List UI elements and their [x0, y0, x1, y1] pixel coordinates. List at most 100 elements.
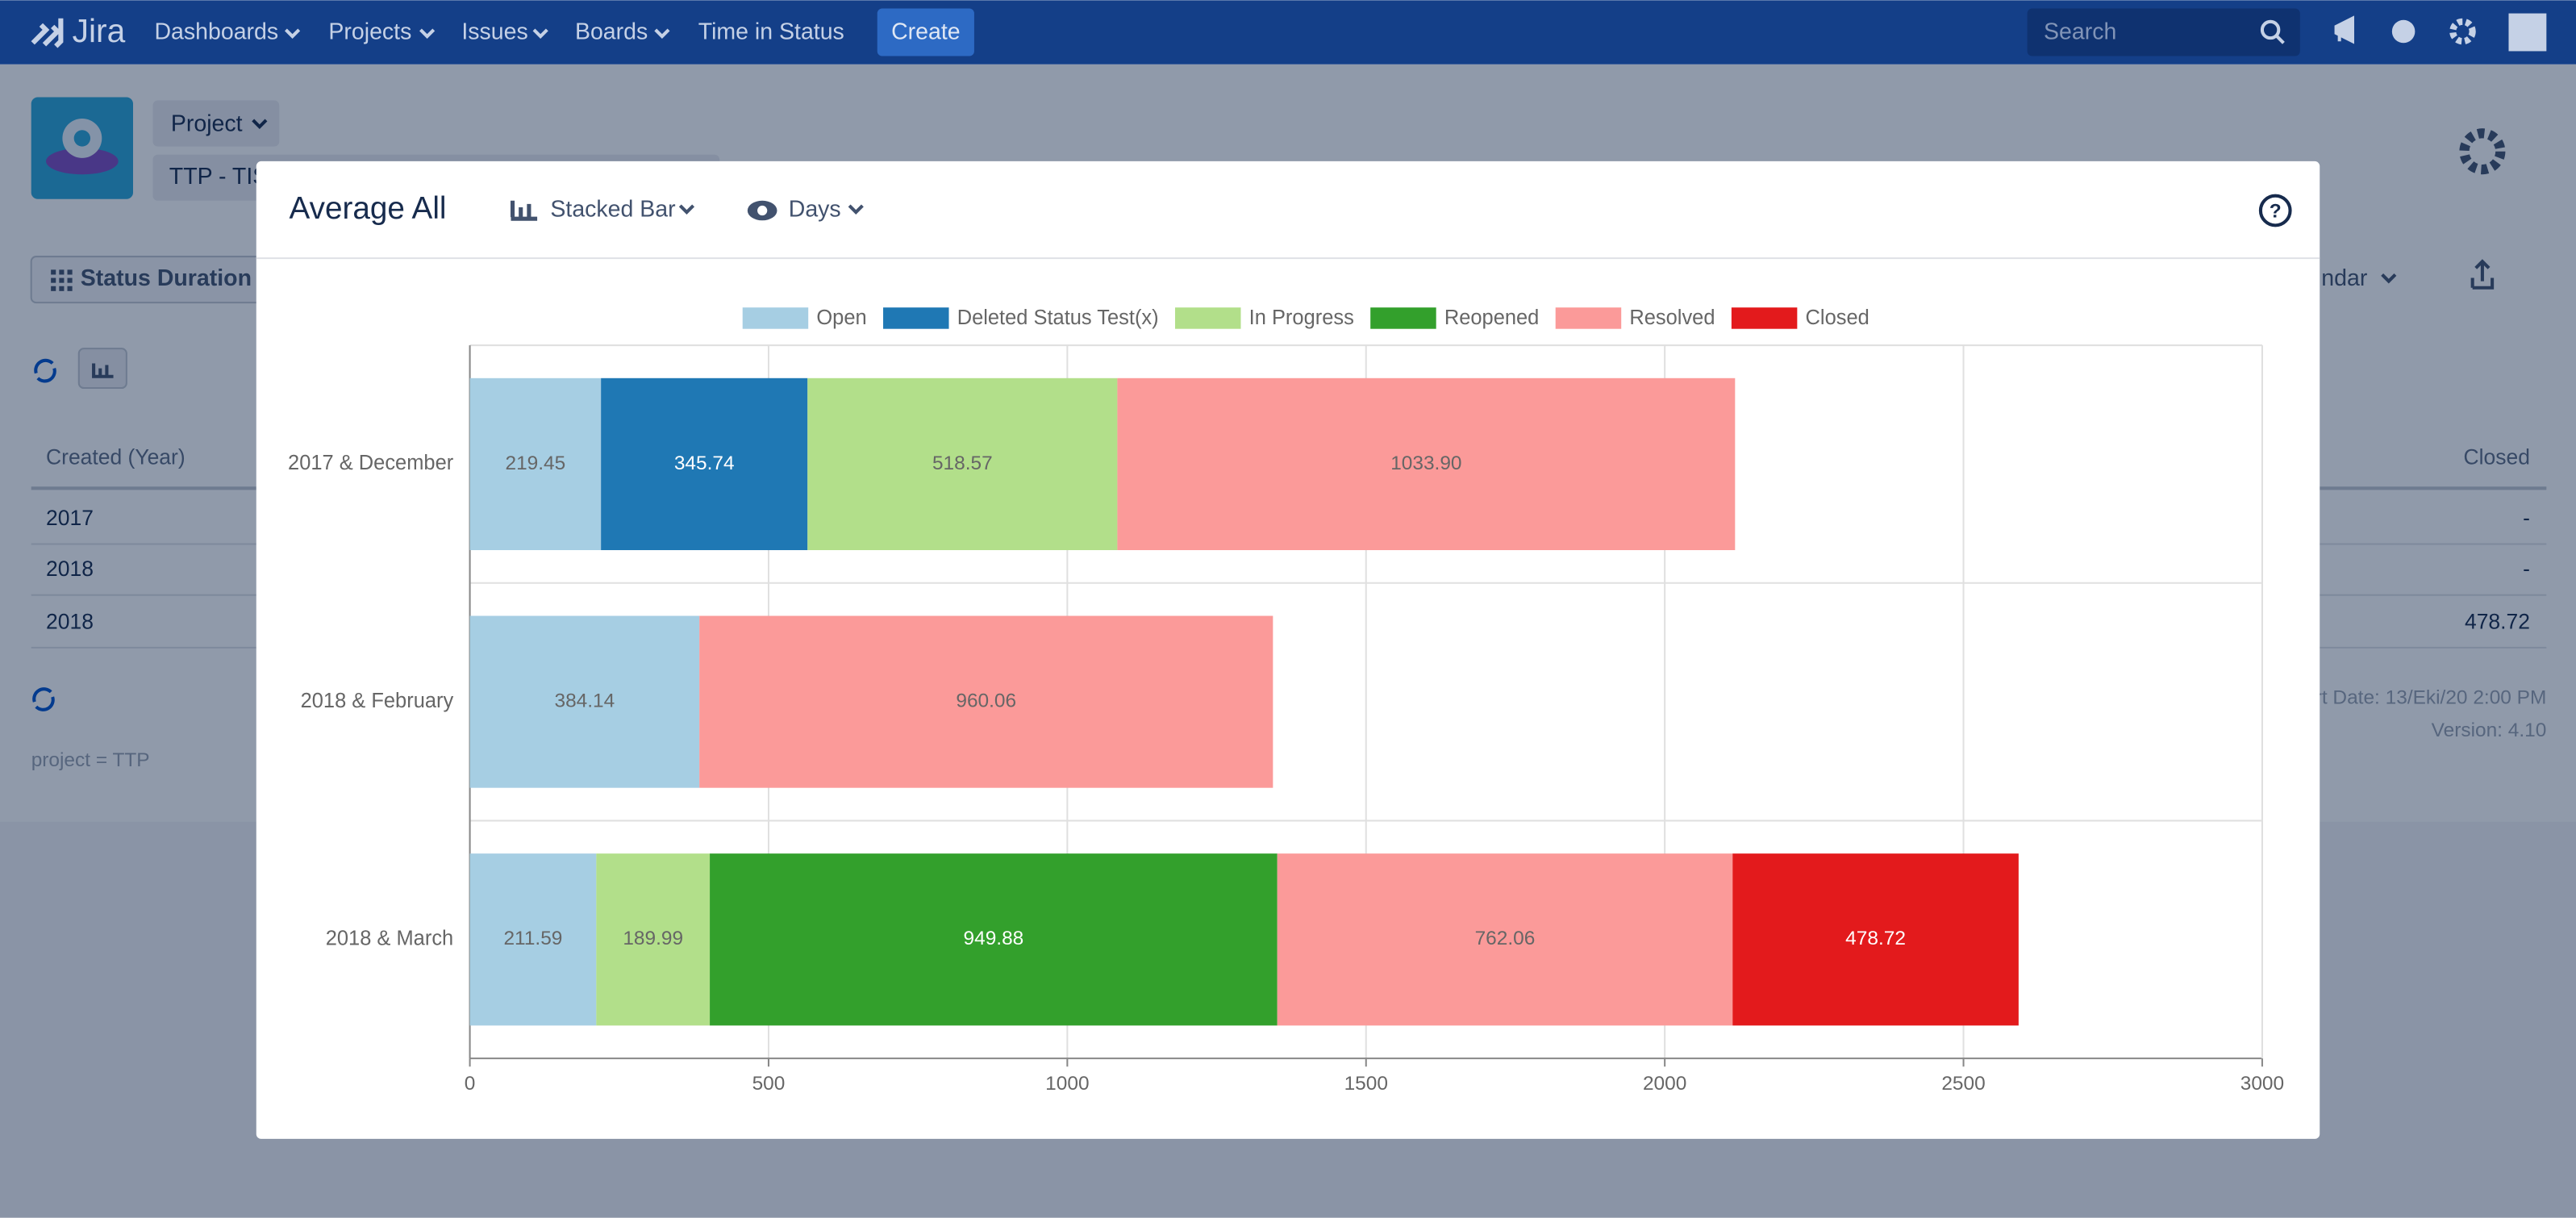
bar-segment — [596, 853, 711, 1026]
bar-segment — [1117, 377, 1736, 551]
help-glyph: ? — [2270, 201, 2282, 223]
legend-label: Open — [816, 307, 866, 329]
grid-icon — [51, 269, 73, 291]
bar-value-label: 1033.90 — [1390, 453, 1461, 474]
bar-value-label: 478.72 — [1845, 928, 1906, 949]
x-tick-label: 3000 — [2240, 1073, 2284, 1095]
bar-segment — [807, 377, 1118, 551]
bar-segment — [699, 615, 1273, 788]
chart-icon — [92, 363, 114, 378]
bar-value-label: 518.57 — [932, 453, 993, 474]
legend-label: Closed — [1806, 307, 1869, 329]
y-tick-label: 2018 & February — [301, 690, 454, 712]
chevron — [419, 28, 436, 39]
x-tick-label: 500 — [752, 1073, 786, 1095]
chart-type-menu[interactable]: Stacked Bar — [550, 197, 676, 223]
bar-segment — [601, 377, 808, 551]
unit-menu[interactable]: Days — [789, 197, 841, 223]
create-button[interactable] — [877, 8, 974, 56]
chevron — [2381, 273, 2397, 284]
help-icon[interactable] — [2391, 19, 2416, 44]
legend-swatch — [742, 307, 809, 329]
settings-gear[interactable] — [2459, 128, 2506, 175]
bar-value-label: 211.59 — [503, 928, 562, 949]
x-tick-label: 2500 — [1941, 1073, 1985, 1095]
calendar-menu[interactable]: ndar — [2321, 265, 2368, 291]
bar-segment — [469, 377, 602, 551]
table-cell: 2018 — [46, 609, 94, 633]
bar-value-label: 189.99 — [623, 928, 683, 949]
modal-title: Average All — [290, 191, 447, 226]
chevron — [284, 28, 301, 39]
table-cell: - — [2523, 557, 2530, 581]
chevron — [654, 28, 670, 39]
bar-segment — [710, 853, 1278, 1026]
bar-segment — [469, 853, 597, 1026]
bar-value-label: 949.88 — [964, 928, 1024, 949]
table-cell: 2017 — [46, 506, 94, 530]
legend-label: Deleted Status Test(x) — [957, 307, 1159, 329]
bar-value-label: 762.06 — [1475, 928, 1536, 949]
version: Version: 4.10 — [2432, 720, 2547, 741]
settings-icon[interactable] — [2449, 18, 2476, 45]
y-tick-label: 2018 & March — [326, 927, 453, 949]
x-tick-label: 0 — [465, 1073, 476, 1095]
table-header: Closed — [2464, 445, 2530, 469]
legend-swatch — [1370, 307, 1436, 329]
search-box[interactable] — [2027, 8, 2300, 56]
notifications-icon[interactable] — [2334, 15, 2355, 44]
chevron — [848, 204, 864, 215]
nav-item[interactable]: Projects — [328, 19, 411, 45]
bar-value-label: 219.45 — [505, 453, 565, 474]
table-cell: - — [2523, 506, 2530, 530]
project-name: TTP - TIS — [169, 164, 268, 190]
jira-logo[interactable]: Jira — [73, 12, 126, 49]
avatar[interactable] — [2508, 13, 2547, 52]
refresh-icon[interactable] — [34, 358, 56, 383]
x-tick-label: 1000 — [1045, 1073, 1089, 1095]
top-nav: Jira Dashboards Projects Issues Boards T… — [0, 0, 2576, 65]
x-tick-label: 1500 — [1344, 1073, 1388, 1095]
eye-icon — [757, 205, 768, 216]
query: project = TTP — [31, 749, 150, 771]
legend-swatch — [1555, 307, 1622, 329]
legend-swatch — [883, 307, 949, 329]
legend-label: Resolved — [1629, 307, 1715, 329]
legend-swatch — [1731, 307, 1798, 329]
legend-label: Reopened — [1444, 307, 1539, 329]
bar-value-label: 345.74 — [674, 453, 735, 474]
chart-type-icon — [510, 200, 538, 221]
y-tick-label: 2017 & December — [288, 452, 454, 474]
status-duration-label: Status Duration — [81, 265, 252, 291]
export-icon[interactable] — [2470, 259, 2495, 290]
bar-value-label: 960.06 — [956, 690, 1016, 712]
nav-item[interactable]: Time in Status — [698, 19, 844, 45]
nav-item[interactable]: Issues — [461, 19, 527, 45]
avatar-shape — [46, 148, 119, 175]
legend-label: In Progress — [1249, 307, 1354, 329]
table-header: Created (Year) — [46, 445, 185, 469]
chevron — [532, 28, 548, 39]
chevron — [252, 119, 268, 130]
bar-segment — [1732, 853, 2019, 1026]
bar-value-label: 384.14 — [554, 690, 615, 712]
chart-toggle-button[interactable] — [77, 348, 127, 390]
refresh-icon[interactable] — [32, 687, 55, 711]
bar-segment — [1277, 853, 1733, 1026]
nav-item[interactable]: Dashboards — [154, 19, 278, 45]
search-placeholder: Search — [2044, 19, 2116, 45]
search-icon — [2275, 35, 2285, 44]
nav-item[interactable]: Boards — [575, 19, 648, 45]
avatar-shape — [73, 130, 91, 147]
report-date: rt Date: 13/Eki/20 2:00 PM — [2315, 686, 2547, 708]
x-tick-label: 2000 — [1643, 1073, 1686, 1095]
project-button-label: Project — [171, 111, 243, 137]
jira-logo-mark — [31, 18, 64, 48]
search-icon — [2260, 19, 2281, 40]
legend-swatch — [1175, 307, 1241, 329]
table-cell: 2018 — [46, 557, 94, 581]
help-button[interactable] — [2258, 194, 2292, 227]
project-button[interactable] — [152, 100, 280, 147]
chevron — [678, 204, 695, 215]
